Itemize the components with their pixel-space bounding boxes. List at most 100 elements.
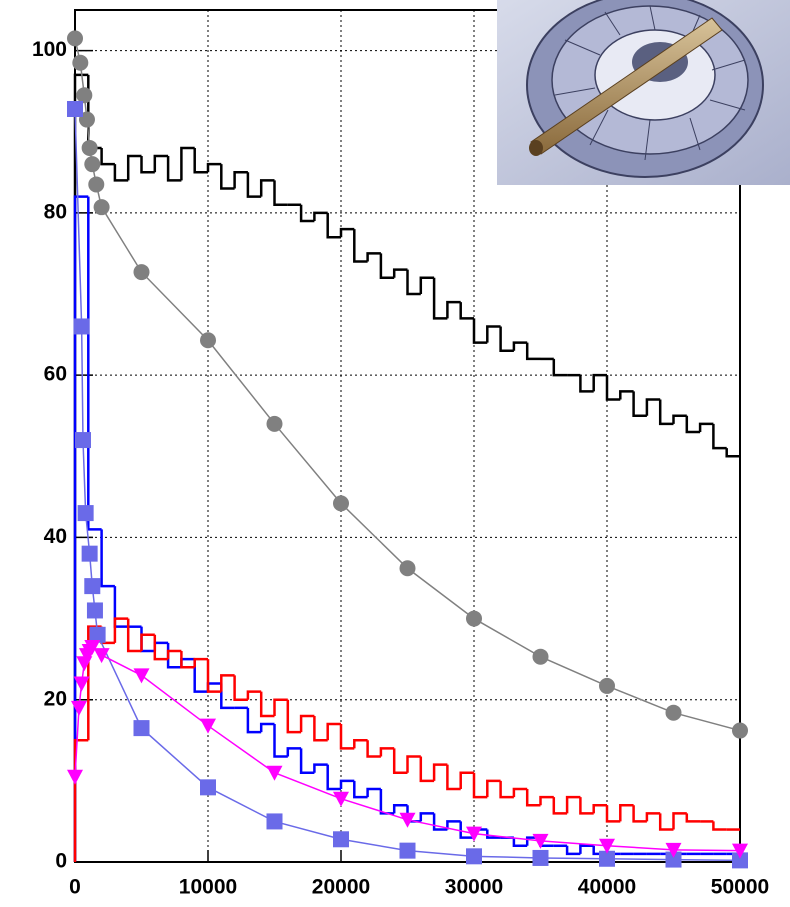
histogram-bin	[487, 781, 500, 797]
histogram-bin	[434, 765, 447, 781]
histogram-bin	[221, 683, 234, 707]
histogram-bin	[195, 148, 208, 172]
marker	[200, 719, 216, 734]
histogram-bin	[235, 675, 248, 699]
histogram-bin	[155, 643, 168, 651]
histogram-bin	[328, 724, 341, 740]
histogram-bin	[514, 343, 527, 351]
histogram-bin	[181, 148, 194, 180]
histogram-bin	[208, 659, 221, 691]
histogram-bin	[434, 278, 447, 319]
histogram-bin	[248, 692, 261, 700]
histogram-bin	[634, 805, 647, 821]
marker	[466, 611, 482, 627]
x-tick-label: 20000	[312, 876, 370, 899]
histogram-bin	[554, 359, 567, 375]
histogram-bin	[368, 789, 381, 797]
histogram-bin	[580, 375, 593, 391]
histogram-bin	[168, 643, 181, 667]
y-tick-label: 20	[44, 687, 67, 710]
marker	[82, 140, 98, 156]
histogram-bin	[221, 675, 234, 691]
histogram-bin	[567, 846, 580, 854]
histogram-bin	[128, 619, 141, 651]
histogram-bin	[394, 748, 407, 772]
histogram-bin	[115, 586, 128, 627]
marker	[94, 199, 110, 215]
histogram-bin	[328, 765, 341, 789]
histogram-bin	[155, 635, 168, 659]
histogram-bin	[474, 318, 487, 342]
histogram-bin	[408, 270, 421, 294]
histogram-bin	[620, 805, 633, 821]
histogram-bin	[594, 375, 607, 391]
marker	[76, 87, 92, 103]
histogram-bin	[580, 797, 593, 813]
histogram-bin	[394, 270, 407, 278]
histogram-bin	[275, 180, 288, 204]
histogram-bin	[368, 253, 381, 261]
histogram-bin	[580, 846, 593, 854]
histogram-bin	[421, 813, 434, 821]
series-line	[75, 109, 740, 860]
marker	[267, 766, 283, 781]
histogram-bin	[314, 765, 327, 773]
marker	[466, 848, 482, 864]
histogram-bin	[713, 821, 726, 829]
histogram-bin	[261, 180, 274, 196]
histogram-bin	[275, 724, 288, 756]
histogram-bin	[607, 805, 620, 821]
histogram-bin	[301, 716, 314, 732]
histogram-bin	[195, 659, 208, 667]
histogram-bin	[248, 708, 261, 732]
marker	[72, 55, 88, 71]
histogram-bin	[647, 399, 660, 415]
marker	[333, 831, 349, 847]
histogram-bin	[594, 805, 607, 813]
inset-image	[497, 0, 790, 185]
marker	[267, 813, 283, 829]
y-tick-label: 40	[44, 525, 67, 548]
histogram-bin	[115, 164, 128, 180]
histogram-bin	[195, 659, 208, 691]
histogram-bin	[102, 148, 115, 164]
histogram-bin	[75, 740, 88, 862]
histogram-bin	[567, 797, 580, 813]
marker	[78, 505, 94, 521]
histogram-bin	[128, 156, 141, 180]
histogram-bin	[634, 391, 647, 415]
marker	[400, 560, 416, 576]
histogram-bin	[394, 805, 407, 813]
x-tick-label: 0	[69, 876, 81, 899]
histogram-bin	[514, 789, 527, 797]
histogram-bin	[155, 156, 168, 172]
histogram-bin	[527, 343, 540, 359]
histogram-bin	[713, 424, 726, 448]
histogram-bin	[168, 156, 181, 180]
y-tick-label: 100	[32, 38, 67, 61]
histogram-bin	[527, 789, 540, 805]
histogram-bin	[275, 700, 288, 716]
histogram-bin	[461, 302, 474, 318]
marker	[84, 578, 100, 594]
marker	[533, 649, 549, 665]
histogram-bin	[314, 716, 327, 740]
marker	[134, 264, 150, 280]
histogram-bin	[341, 781, 354, 789]
histogram-bin	[660, 813, 673, 829]
histogram-bin	[687, 813, 700, 821]
histogram-bin	[687, 416, 700, 432]
marker	[67, 101, 83, 117]
histogram-bin	[381, 748, 394, 756]
x-tick-label: 30000	[445, 876, 503, 899]
y-tick-label: 60	[44, 363, 67, 386]
marker	[200, 332, 216, 348]
histogram-bin	[368, 740, 381, 756]
x-tick-label: 10000	[179, 876, 237, 899]
histogram-bin	[474, 773, 487, 797]
histogram-bin	[354, 781, 367, 797]
histogram-bin	[647, 813, 660, 821]
marker	[87, 602, 103, 618]
histogram-bin	[408, 757, 421, 773]
marker	[75, 432, 91, 448]
